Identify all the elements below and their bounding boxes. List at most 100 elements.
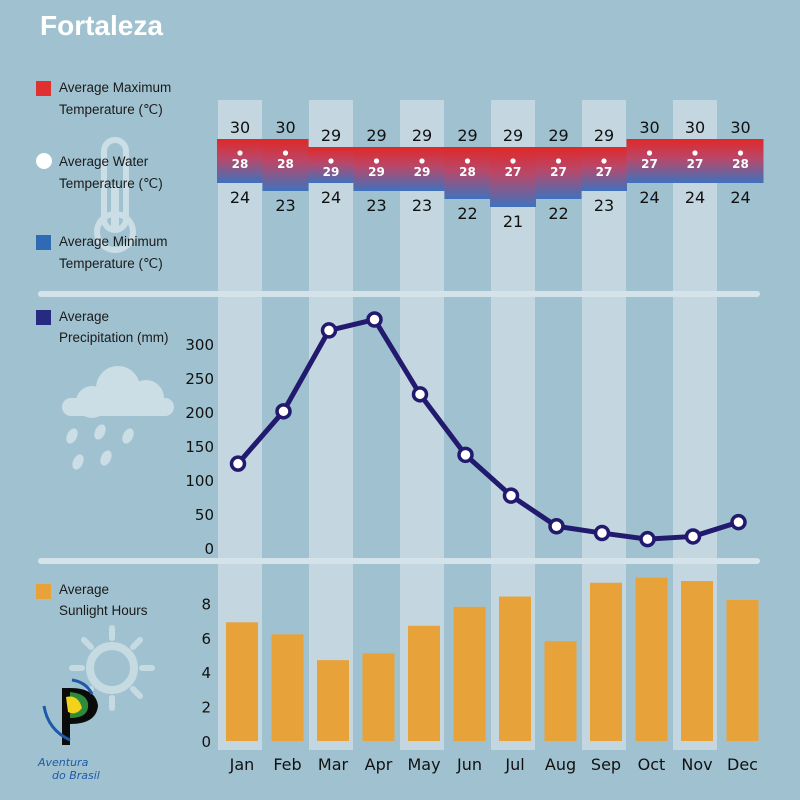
- temp-range-bar-may: [399, 147, 445, 191]
- month-label-jul: Jul: [504, 755, 524, 774]
- water-temp-label: 28: [459, 165, 476, 179]
- sunlight-tick-label: 6: [201, 630, 211, 648]
- page-title: Fortaleza: [40, 10, 163, 41]
- temp-range-bar-jun: [444, 147, 491, 199]
- month-labels: Jan Feb Mar Apr May Jun Jul Aug Sep Oct Nov Dec: [229, 755, 758, 774]
- precip-tick-label: 300: [185, 336, 214, 354]
- legend-precipitation-label-2: Precipitation (mm): [59, 330, 169, 345]
- temp-range-bar-apr: [353, 147, 400, 191]
- max-temp-label: 29: [321, 126, 341, 145]
- legend-water-temp: Average Water Temperature (℃): [36, 153, 163, 191]
- max-temp-label: 30: [275, 118, 295, 137]
- min-temp-label: 23: [594, 196, 614, 215]
- water-temp-dot: [737, 150, 744, 156]
- precip-point-jun: [457, 446, 474, 464]
- legend-sunlight: Average Sunlight Hours: [36, 582, 148, 618]
- water-temp-dot: [464, 158, 471, 164]
- max-temp-label: 29: [594, 126, 614, 145]
- water-temp-label: 29: [414, 165, 431, 179]
- legend-min-temp: Average Minimum Temperature (℃): [36, 234, 168, 271]
- sunlight-bar-feb: [271, 634, 304, 741]
- precip-point-aug: [548, 517, 565, 535]
- min-temp-label: 22: [457, 204, 477, 223]
- water-temp-label: 29: [323, 165, 340, 179]
- water-temp-dot: [510, 158, 516, 164]
- precipitation-y-ticks: 0 50 100 150 200 250 300: [185, 336, 214, 558]
- rain-cloud-icon: [62, 366, 174, 470]
- legend-sunlight-swatch: [36, 584, 51, 599]
- legend-max-temp-swatch: [36, 81, 51, 96]
- temp-range-bar-feb: [262, 139, 309, 191]
- water-temp-label: 29: [368, 165, 385, 179]
- sunlight-bar-chart: [226, 577, 759, 741]
- legend-precipitation-label-1: Average: [59, 309, 109, 324]
- max-temp-label: 29: [457, 126, 477, 145]
- max-temp-label: 30: [639, 118, 659, 137]
- aventura-do-brasil-logo: Aventura do Brasil: [37, 678, 100, 782]
- precip-point-feb: [275, 403, 292, 420]
- temp-range-bar-mar: [308, 147, 354, 183]
- water-temp-label: 27: [505, 165, 522, 179]
- min-temp-label: 22: [548, 204, 568, 223]
- water-temp-dot: [601, 158, 607, 164]
- min-temp-label: 24: [730, 188, 750, 207]
- temp-range-bar-sep: [581, 147, 627, 191]
- temp-range-bar-aug: [535, 147, 582, 199]
- precip-point-dec: [730, 513, 747, 531]
- water-temp-label: 28: [277, 157, 294, 171]
- min-temp-label: 23: [366, 196, 386, 215]
- water-temp-dot: [237, 150, 243, 156]
- month-label-sep: Sep: [591, 755, 621, 774]
- water-temp-dot: [555, 158, 562, 164]
- precip-tick-label: 0: [204, 540, 214, 558]
- max-temp-label: 30: [685, 118, 705, 137]
- sunlight-tick-label: 2: [201, 699, 211, 717]
- sunlight-bar-dec: [726, 599, 759, 741]
- precip-point-sep: [593, 524, 611, 542]
- temperature-table: 30 28 24 30 28 23 29 29 24 29 29 23 29 29 23 29 28 22 29 27…: [217, 118, 764, 231]
- min-temp-label: 21: [503, 212, 523, 231]
- section-divider-temperature: [38, 291, 760, 297]
- precip-point-mar: [320, 322, 338, 339]
- water-temp-dot: [419, 158, 425, 164]
- temp-range-bar-jan: [217, 139, 263, 183]
- column-band-mar: [309, 100, 353, 750]
- precip-point-nov: [684, 528, 702, 545]
- water-temp-label: 28: [232, 157, 249, 171]
- water-temp-dot: [328, 158, 334, 164]
- precip-tick-label: 150: [185, 438, 214, 456]
- sunlight-bar-apr: [362, 653, 395, 741]
- month-label-jan: Jan: [229, 755, 255, 774]
- sunlight-tick-label: 8: [201, 595, 211, 613]
- precip-point-jul: [502, 487, 520, 504]
- sunlight-bar-jun: [453, 606, 486, 741]
- legend-max-temp-label-1: Average Maximum: [59, 80, 171, 95]
- legend-water-temp-label-2: Temperature (℃): [59, 176, 163, 191]
- sunlight-bar-mar: [317, 660, 349, 741]
- max-temp-label: 29: [366, 126, 386, 145]
- precipitation-line-chart: [229, 311, 747, 548]
- legend-water-temp-label-1: Average Water: [59, 154, 149, 169]
- water-temp-dot: [373, 158, 380, 164]
- sunlight-bar-may: [408, 625, 440, 741]
- min-temp-label: 24: [685, 188, 705, 207]
- max-temp-label: 30: [230, 118, 250, 137]
- logo-text-line-2: do Brasil: [52, 769, 100, 782]
- sunlight-y-ticks: 0 2 4 6 8: [201, 595, 211, 751]
- min-temp-label: 23: [412, 196, 432, 215]
- water-temp-label: 27: [641, 157, 658, 171]
- max-temp-label: 29: [548, 126, 568, 145]
- legend-min-temp-label-1: Average Minimum: [59, 234, 168, 249]
- thermometer-icon: [94, 137, 136, 253]
- min-temp-label: 24: [321, 188, 341, 207]
- month-label-oct: Oct: [638, 755, 666, 774]
- legend-max-temp-label-2: Temperature (℃): [59, 102, 163, 117]
- water-temp-label: 28: [732, 157, 749, 171]
- legend-water-temp-swatch: [36, 153, 52, 169]
- legend-min-temp-swatch: [36, 235, 51, 250]
- logo-text-line-1: Aventura: [37, 756, 89, 769]
- month-label-dec: Dec: [727, 755, 758, 774]
- water-temp-label: 27: [596, 165, 613, 179]
- max-temp-label: 30: [730, 118, 750, 137]
